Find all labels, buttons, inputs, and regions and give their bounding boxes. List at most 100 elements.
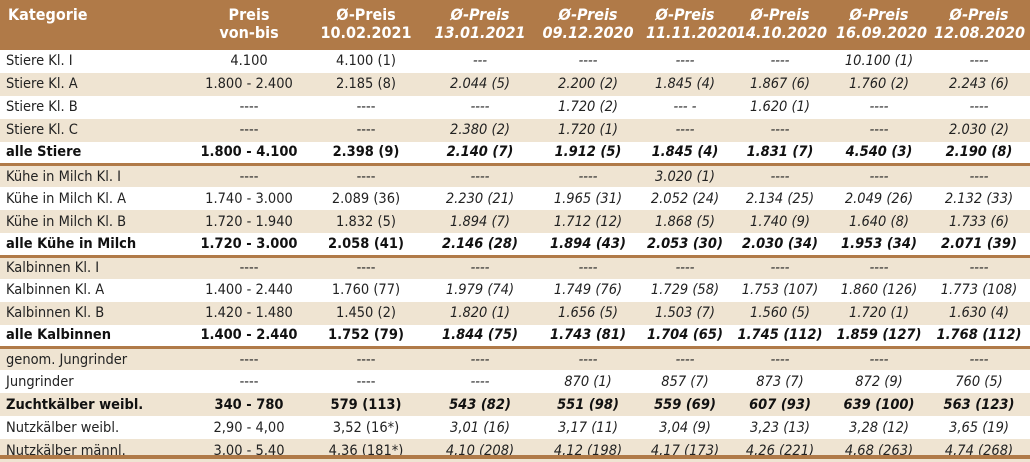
table-cell: 2.030 (34) — [730, 233, 830, 258]
header-date-col: Ø-Preis 13.01.2021 — [434, 5, 526, 42]
table-cell: ---- — [675, 53, 695, 70]
row-label: Nutzkälber weibl. — [6, 419, 120, 436]
table-cell: 870 (1) — [564, 373, 612, 390]
table-cell: 1.820 (1) — [450, 305, 510, 322]
table-cell: 3,01 (16) — [450, 419, 510, 436]
row-label: Stiere Kl. C — [6, 122, 78, 139]
table-cell: ---- — [578, 53, 598, 70]
table-cell: 1.845 (4) — [655, 76, 715, 93]
header-date-col: Ø-Preis 11.11.2020 — [646, 5, 738, 42]
table-cell: 1.859 (127) — [830, 324, 928, 350]
row-label: Kühe in Milch Kl. A — [6, 190, 127, 207]
table-cell: 1.400 - 2.440 — [205, 282, 293, 299]
table-cell: 1.640 (8) — [849, 213, 909, 230]
table-cell: ---- — [239, 260, 259, 277]
table-cell: ---- — [770, 351, 790, 368]
table-cell: 2.044 (5) — [450, 76, 510, 93]
table-cell: 1.979 (74) — [445, 282, 515, 299]
table-cell: 1.743 (81) — [536, 324, 640, 350]
table-cell: 1.400 - 2.440 — [190, 324, 308, 350]
table-cell: 1.800 - 2.400 — [205, 76, 293, 93]
table-cell: 1.953 (34) — [830, 233, 928, 258]
table-row: Nutzkälber weibl. 2,90 - 4,00 3,52 (16*) 3,… — [0, 416, 1030, 440]
table-cell: 2.380 (2) — [450, 122, 510, 139]
header-category: Kategorie — [8, 5, 88, 24]
table-cell: 1.894 (7) — [450, 213, 510, 230]
table-cell: ---- — [969, 351, 989, 368]
row-label: genom. Jungrinder — [6, 351, 128, 368]
table-cell: ---- — [969, 53, 989, 70]
table-cell: 1.740 (9) — [750, 213, 810, 230]
table-cell: 1.560 (5) — [750, 305, 810, 322]
row-label: Stiere Kl. B — [6, 99, 78, 116]
table-cell: 2.058 (41) — [308, 233, 424, 258]
table-cell: 2.052 (24) — [650, 190, 720, 207]
row-label: Kühe in Milch Kl. I — [6, 168, 121, 185]
header-date-col: Ø-Preis 12.08.2020 — [934, 5, 1026, 42]
table-cell: 1.753 (107) — [741, 282, 819, 299]
table-cell: 1.712 (12) — [553, 213, 623, 230]
table-cell: 1.630 (4) — [949, 305, 1009, 322]
table-row: Stiere Kl. C ---- ---- 2.380 (2) 1.720 (1) --… — [0, 118, 1030, 142]
table-cell: 872 (9) — [855, 373, 903, 390]
row-label: alle Kalbinnen — [0, 324, 190, 350]
table-cell: ---- — [770, 53, 790, 70]
table-cell: ---- — [239, 122, 259, 139]
table-cell: 579 (113) — [330, 396, 402, 413]
table-cell: 2.190 (8) — [928, 141, 1030, 166]
table-cell: ---- — [869, 99, 889, 116]
table-cell: ---- — [869, 351, 889, 368]
table-cell: 2.398 (9) — [308, 141, 424, 166]
table-cell: 1.720 (1) — [558, 122, 618, 139]
table-cell: ---- — [869, 168, 889, 185]
table-cell: 3,65 (19) — [949, 419, 1009, 436]
table-row: Stiere Kl. B ---- ---- ---- 1.720 (2) --- - 1.… — [0, 95, 1030, 119]
table-cell: 1.740 - 3.000 — [205, 190, 293, 207]
table-cell: 3,17 (11) — [558, 419, 618, 436]
table-cell: 2.132 (33) — [944, 190, 1014, 207]
table-cell: 1.720 (2) — [558, 99, 618, 116]
table-cell: ---- — [770, 168, 790, 185]
table-cell: ---- — [239, 373, 259, 390]
table-row: Stiere Kl. A 1.800 - 2.400 2.185 (8) 2.044 … — [0, 72, 1030, 96]
table-row: alle Stiere 1.800 - 4.100 2.398 (9) 2.140 (… — [0, 141, 1030, 166]
table-cell: 10.100 (1) — [844, 53, 914, 70]
table-cell: 1.845 (4) — [640, 141, 730, 166]
table-cell: 1.720 (1) — [849, 305, 909, 322]
table-row: Kalbinnen Kl. B 1.420 - 1.480 1.450 (2) 1.8… — [0, 301, 1030, 325]
table-cell: 857 (7) — [661, 373, 709, 390]
table-cell: 4,36 (181*) — [328, 442, 404, 459]
table-cell: 4,12 (198) — [553, 442, 623, 459]
table-cell: 2.049 (26) — [844, 190, 914, 207]
table-cell: 340 - 780 — [214, 396, 284, 413]
header-row: Kategorie Preis von-bis Ø-Preis 10.02.202… — [0, 0, 1030, 50]
table-cell: ---- — [770, 260, 790, 277]
table-cell: 1.760 (77) — [331, 282, 401, 299]
table-cell: 4,10 (208) — [445, 442, 515, 459]
table-cell: ---- — [470, 351, 490, 368]
table-body: Stiere Kl. I 4.100 4.100 (1) --- ---- ---- ---… — [0, 50, 1030, 462]
table-row: genom. Jungrinder ---- ---- ---- ---- ---- ---… — [0, 347, 1030, 371]
table-cell: 4,26 (221) — [745, 442, 815, 459]
table-cell: 2.140 (7) — [424, 141, 536, 166]
header-date-col: Ø-Preis 16.09.2020 — [836, 5, 928, 42]
table-cell: 1.752 (79) — [308, 324, 424, 350]
table-cell: 1.831 (7) — [730, 141, 830, 166]
table-cell: ---- — [578, 351, 598, 368]
table-cell: 4,74 (268) — [944, 442, 1014, 459]
table-cell: ---- — [969, 99, 989, 116]
table-cell: 1.860 (126) — [840, 282, 918, 299]
row-label: Kalbinnen Kl. I — [6, 260, 100, 277]
table-cell: ---- — [356, 260, 376, 277]
table-cell: ---- — [470, 168, 490, 185]
table-cell: 1.912 (5) — [536, 141, 640, 166]
table-cell: 2.200 (2) — [558, 76, 618, 93]
table-cell: 4.100 — [230, 53, 268, 70]
table-cell: 3,52 (16*) — [332, 419, 400, 436]
table-cell: ---- — [470, 99, 490, 116]
table-cell: ---- — [869, 260, 889, 277]
table-cell: ---- — [239, 168, 259, 185]
table-row: alle Kühe in Milch 1.720 - 3.000 2.058 (41… — [0, 233, 1030, 258]
bottom-bar — [0, 455, 1030, 459]
